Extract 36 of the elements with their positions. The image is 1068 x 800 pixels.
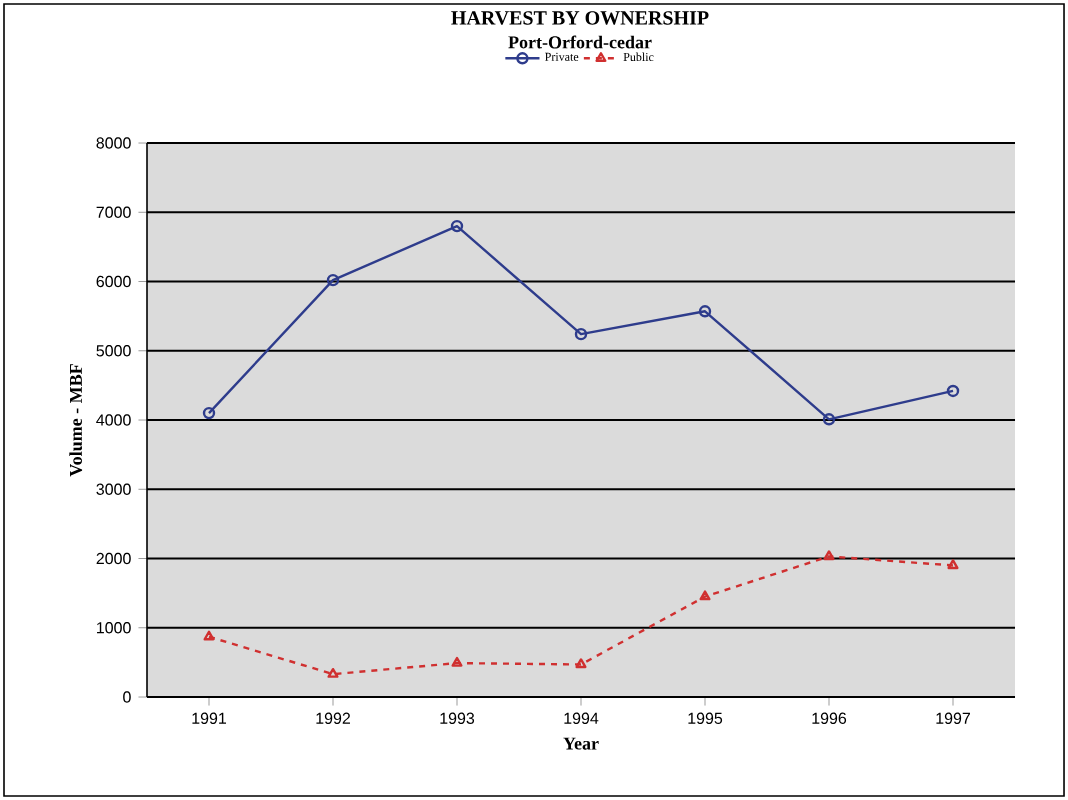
legend-label: Public xyxy=(623,52,654,62)
x-tick-label: 1996 xyxy=(812,712,847,724)
y-tick-label: 4000 xyxy=(96,414,131,426)
y-tick-label: 3000 xyxy=(96,483,131,495)
point xyxy=(451,656,463,667)
x-tick-label: 1994 xyxy=(564,712,599,724)
y-tick-label: 1000 xyxy=(97,622,131,634)
point xyxy=(699,590,711,601)
y-tick-label: 7000 xyxy=(96,206,131,218)
legend-label: Private xyxy=(545,52,579,61)
x-axis-title: Year xyxy=(563,737,599,750)
point xyxy=(947,559,959,570)
point xyxy=(450,219,464,233)
point xyxy=(202,406,216,420)
x-tick-label: 1997 xyxy=(936,712,970,724)
x-tick-label: 1992 xyxy=(316,712,350,724)
point xyxy=(823,550,835,561)
y-tick-label: 0 xyxy=(123,691,131,703)
y-tick-label: 6000 xyxy=(96,275,131,288)
y-axis-title: Volume - MBF xyxy=(69,364,83,477)
x-tick-label: 1993 xyxy=(440,712,475,724)
point xyxy=(327,667,339,678)
point xyxy=(946,384,960,398)
point xyxy=(698,305,712,318)
point xyxy=(326,273,340,287)
x-tick-label: 1991 xyxy=(192,712,227,724)
y-tick-label: 8000 xyxy=(96,137,131,149)
y-tick-label: 2000 xyxy=(96,552,131,565)
point xyxy=(574,327,588,341)
point xyxy=(575,658,587,669)
x-tick-label: 1995 xyxy=(688,712,723,724)
chart-subtitle: Port-Orford-cedar xyxy=(508,35,652,49)
y-tick-label: 5000 xyxy=(96,345,131,357)
chart-title: HARVEST BY OWNERSHIP xyxy=(451,11,709,25)
point xyxy=(822,413,836,426)
point xyxy=(203,630,215,641)
